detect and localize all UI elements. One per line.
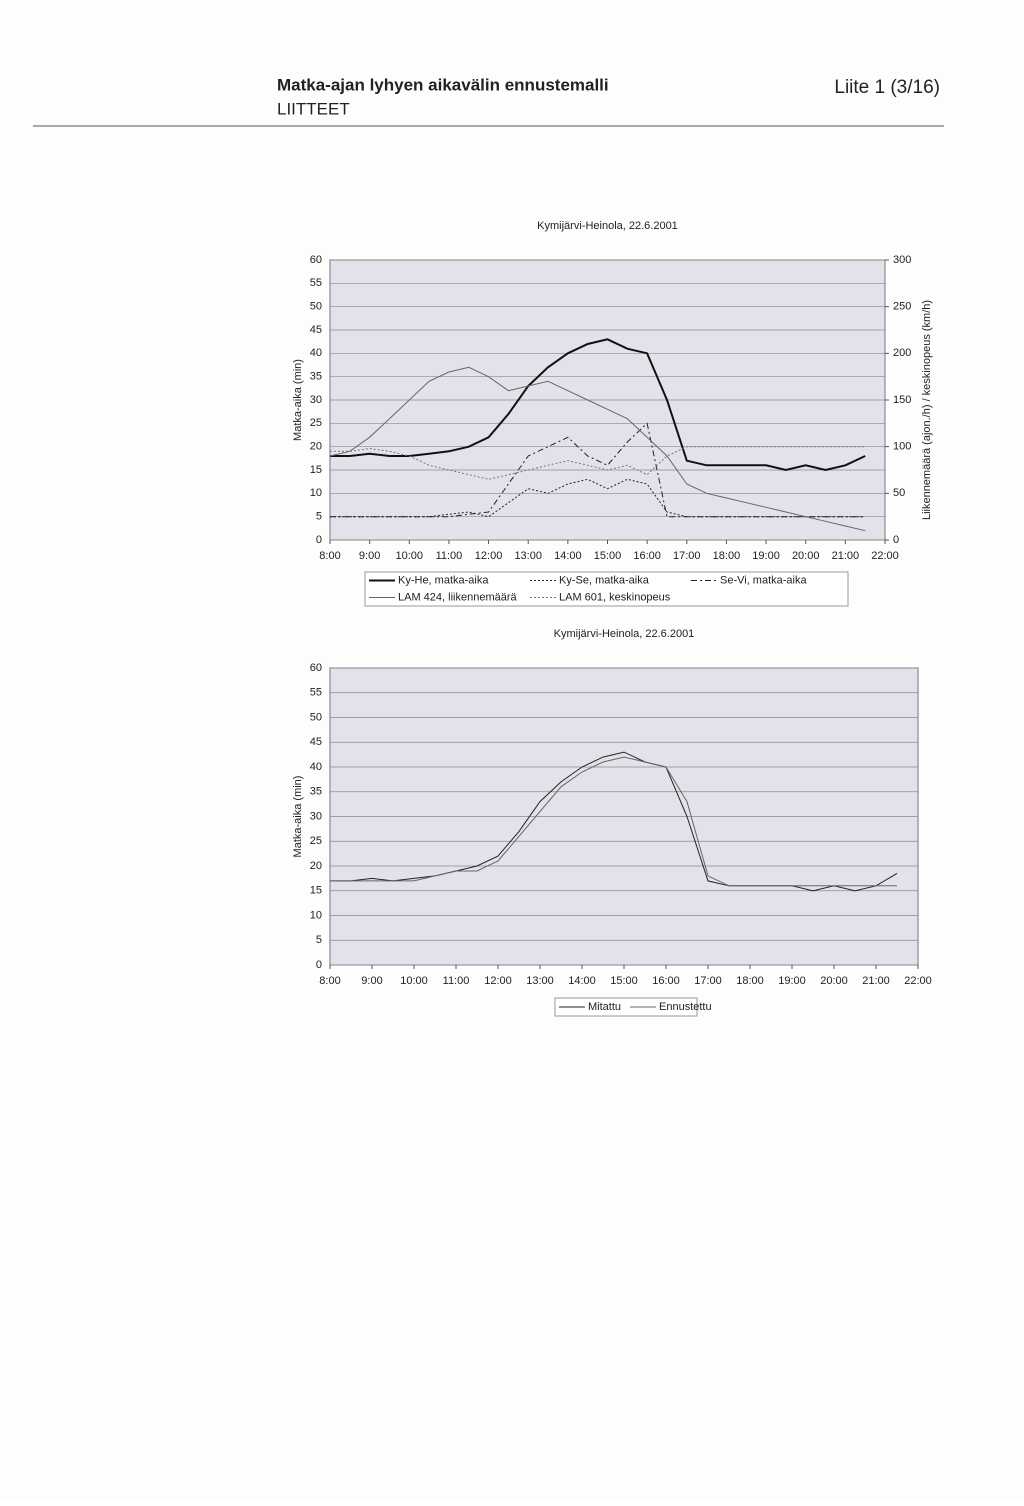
y-tick-label: 10	[310, 909, 322, 921]
y-tick-label: 55	[310, 687, 322, 699]
doc-title: Matka-ajan lyhyen aikavälin ennustemalli	[277, 75, 609, 94]
y-tick-label: 25	[310, 417, 322, 429]
y2-tick-label: 0	[893, 534, 899, 546]
x-tick-label: 15:00	[610, 975, 638, 987]
legend-label: LAM 424, liikennemäärä	[398, 591, 518, 603]
x-tick-label: 16:00	[633, 550, 661, 562]
x-tick-label: 19:00	[778, 975, 806, 987]
x-tick-label: 16:00	[652, 975, 680, 987]
page-number: Liite 1 (3/16)	[834, 77, 940, 98]
y-tick-label: 25	[310, 835, 322, 847]
x-tick-label: 20:00	[820, 975, 848, 987]
x-tick-label: 8:00	[319, 975, 340, 987]
y-tick-label: 15	[310, 464, 322, 476]
x-tick-label: 12:00	[475, 550, 503, 562]
y-axis-label: Matka-aika (min)	[292, 776, 304, 858]
chart-title: Kymijärvi-Heinola, 22.6.2001	[537, 220, 678, 232]
x-tick-label: 22:00	[871, 550, 899, 562]
y-tick-label: 45	[310, 324, 322, 336]
x-tick-label: 15:00	[594, 550, 622, 562]
y2-tick-label: 250	[893, 301, 911, 313]
y-tick-label: 10	[310, 487, 322, 499]
y-tick-label: 35	[310, 786, 322, 798]
series-line	[330, 338, 866, 472]
series-line	[330, 751, 898, 892]
y-tick-label: 30	[310, 394, 322, 406]
y2-tick-label: 150	[893, 394, 911, 406]
y-tick-label: 35	[310, 371, 322, 383]
x-tick-label: 18:00	[736, 975, 764, 987]
x-tick-label: 8:00	[319, 550, 340, 562]
y2-tick-label: 50	[893, 487, 905, 499]
y-tick-label: 0	[316, 534, 322, 546]
legend-label: LAM 601, keskinopeus	[559, 591, 671, 603]
y-tick-label: 45	[310, 736, 322, 748]
chart-title: Kymijärvi-Heinola, 22.6.2001	[554, 628, 695, 640]
y-tick-label: 40	[310, 347, 322, 359]
y-tick-label: 40	[310, 761, 322, 773]
y-tick-label: 5	[316, 511, 322, 523]
x-tick-label: 9:00	[361, 975, 382, 987]
x-tick-label: 13:00	[526, 975, 554, 987]
x-tick-label: 11:00	[443, 975, 470, 987]
y-tick-label: 15	[310, 885, 322, 897]
x-tick-label: 21:00	[862, 975, 890, 987]
y-tick-label: 60	[310, 254, 322, 266]
y-tick-label: 55	[310, 277, 322, 289]
y2-tick-label: 200	[893, 347, 911, 359]
legend-box	[364, 571, 849, 607]
series-line	[330, 422, 866, 518]
legend-label: Ky-Se, matka-aika	[559, 574, 650, 586]
x-tick-label: 11:00	[436, 550, 463, 562]
y2-axis-label: Liikennemäärä (ajon./h) / keskinopeus (k…	[921, 300, 933, 520]
y-tick-label: 0	[316, 959, 322, 971]
y-tick-label: 20	[310, 860, 322, 872]
y-tick-label: 60	[310, 662, 322, 674]
doc-subtitle: LIITTEET	[277, 99, 350, 118]
legend-label: Se-Vi, matka-aika	[720, 574, 807, 586]
y2-tick-label: 100	[893, 441, 911, 453]
y-tick-label: 30	[310, 810, 322, 822]
series-line	[329, 366, 866, 532]
x-tick-label: 19:00	[752, 550, 780, 562]
x-tick-label: 22:00	[904, 975, 932, 987]
x-tick-label: 21:00	[832, 550, 860, 562]
x-tick-label: 14:00	[568, 975, 596, 987]
x-tick-label: 14:00	[554, 550, 582, 562]
x-tick-label: 17:00	[673, 550, 701, 562]
y-tick-label: 5	[316, 934, 322, 946]
y-tick-label: 50	[310, 301, 322, 313]
legend-label: Ky-He, matka-aika	[398, 574, 489, 586]
y2-tick-label: 300	[893, 254, 911, 266]
y-axis-label: Matka-aika (min)	[292, 359, 304, 441]
x-tick-label: 17:00	[694, 975, 722, 987]
x-tick-label: 10:00	[400, 975, 428, 987]
legend-label: Mitattu	[588, 1001, 621, 1013]
x-tick-label: 10:00	[396, 550, 424, 562]
x-tick-label: 13:00	[514, 550, 542, 562]
series-line	[330, 756, 897, 887]
x-tick-label: 18:00	[713, 550, 741, 562]
y-tick-label: 50	[310, 711, 322, 723]
legend-box	[554, 997, 698, 1017]
x-tick-label: 20:00	[792, 550, 820, 562]
x-tick-label: 12:00	[484, 975, 512, 987]
y-tick-label: 20	[310, 441, 322, 453]
legend-label: Ennustettu	[659, 1001, 712, 1013]
x-tick-label: 9:00	[359, 550, 380, 562]
